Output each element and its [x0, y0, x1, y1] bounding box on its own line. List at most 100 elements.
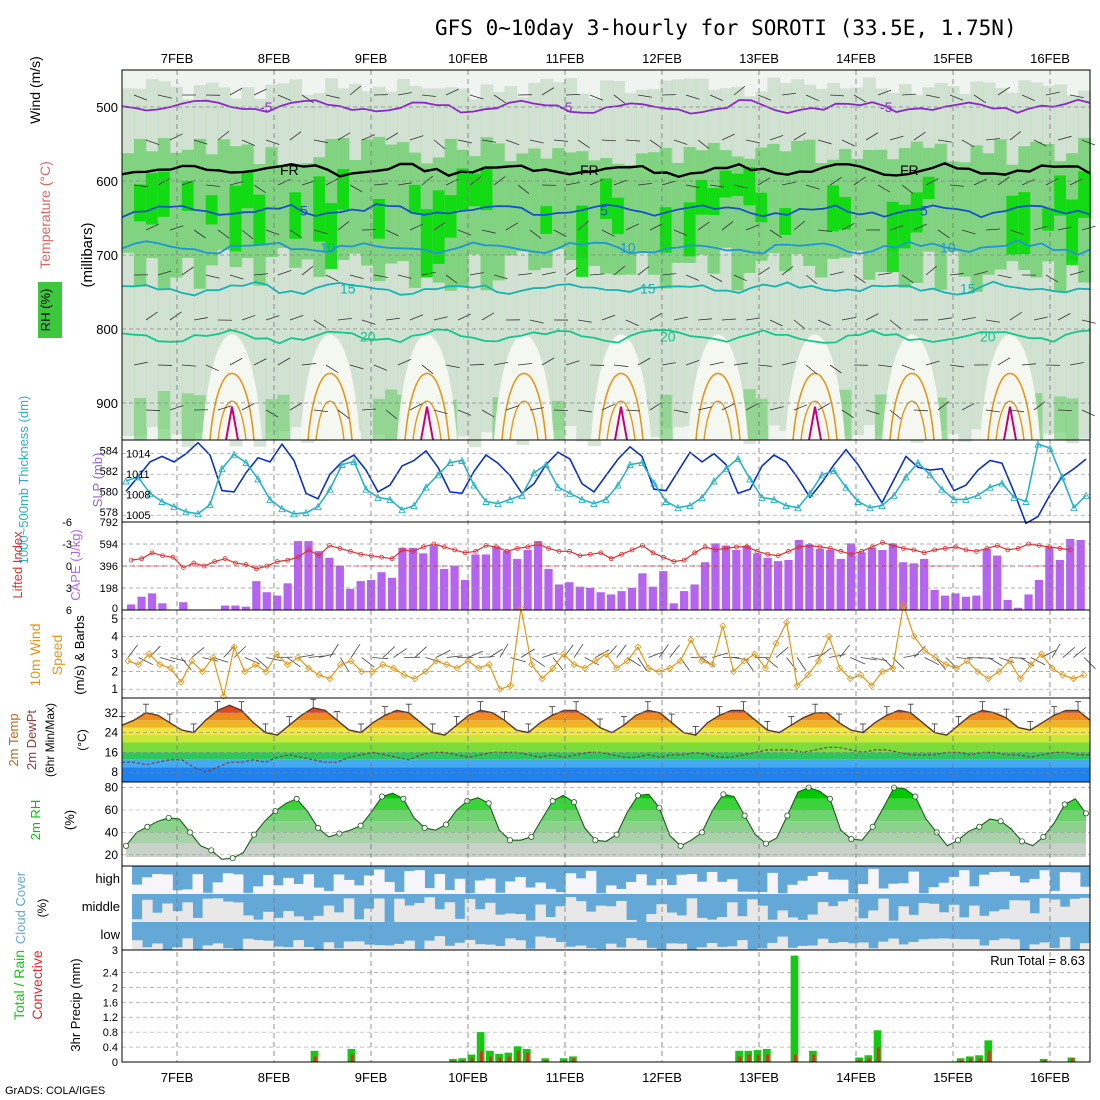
wind-barb — [553, 409, 569, 411]
rh-band-dark — [1054, 175, 1068, 216]
wind-barb-10m — [1073, 647, 1087, 658]
cloud-cell — [333, 874, 345, 894]
rh-marker — [997, 818, 1004, 825]
wind-barb — [1045, 91, 1060, 96]
wind-barb-10m — [127, 644, 138, 658]
cloud-cell — [605, 943, 617, 950]
date-label-bottom-8FEB: 8FEB — [258, 1070, 291, 1085]
lifted-index-marker — [587, 551, 593, 557]
wind-speed-marker — [974, 668, 982, 676]
cloud-cell — [989, 940, 1000, 950]
thickness-marker — [890, 491, 898, 499]
wind-barb — [1081, 225, 1096, 231]
wind-barb — [313, 319, 327, 328]
precip-total-bar — [476, 1032, 485, 1062]
wind-barb — [457, 313, 471, 321]
isotherm-35-4 — [614, 406, 628, 441]
wind-barb — [337, 409, 350, 419]
cloud-cell — [666, 912, 678, 922]
wind-barb — [889, 409, 902, 420]
cloud-cell — [827, 906, 839, 922]
cape-bar — [899, 562, 908, 610]
cloud-cell — [1039, 898, 1051, 922]
thickness-marker — [878, 501, 886, 510]
wind-barb — [265, 229, 280, 236]
lifted-index-marker — [212, 559, 218, 564]
dry-plume-5 — [688, 334, 748, 440]
precip-tick-1.6: 1.6 — [103, 997, 118, 1009]
isotherm-label-FR: FR — [900, 162, 919, 178]
rh-marker — [357, 822, 364, 829]
wind-barb — [865, 409, 880, 415]
cloud-cell — [797, 880, 809, 894]
cape-bar — [1034, 580, 1044, 610]
cloud-cell — [1019, 882, 1030, 894]
pressure-tick-800: 800 — [96, 322, 118, 337]
precip-legend-conv: Convective — [29, 950, 45, 1019]
cloud-cell — [333, 912, 345, 922]
cloud-cell — [444, 889, 456, 894]
wind-barb — [421, 364, 434, 374]
cloud-cell — [827, 879, 839, 894]
thickness-marker — [410, 501, 418, 510]
wind-speed-marker — [305, 664, 313, 672]
cloud-cell — [616, 900, 627, 922]
cloud-cell — [1049, 899, 1061, 922]
cloud-cell — [293, 940, 304, 950]
wind-speed-marker — [496, 685, 504, 693]
wind-speed-marker — [751, 650, 759, 658]
cloud-cell — [999, 909, 1010, 922]
cloud-layer-label-high: high — [95, 871, 120, 886]
wind-barb — [433, 139, 446, 150]
cape-bar — [346, 588, 355, 610]
lifted-index-marker — [379, 554, 385, 560]
wind-barb — [1057, 409, 1073, 411]
cloud-cell — [384, 881, 395, 894]
cloud-cell — [474, 880, 486, 894]
dry-plume-6 — [785, 334, 845, 440]
cape-bar — [513, 558, 522, 610]
cape-bar — [377, 572, 386, 610]
rh-marker — [677, 842, 684, 849]
wind-barb — [697, 139, 710, 149]
lifted-index-tick-6: 6 — [66, 605, 72, 617]
precip-conv-bar — [960, 1060, 963, 1062]
cloud-cell — [676, 915, 688, 922]
cloud-cell — [928, 887, 940, 894]
wind-barb — [505, 222, 519, 231]
rh-band-mid — [408, 152, 422, 288]
temp-tick-8: 8 — [111, 765, 118, 779]
cloud-cell — [1009, 900, 1020, 922]
wind-barb — [889, 319, 902, 330]
thickness-marker — [350, 457, 358, 465]
cape-bar — [231, 605, 240, 610]
wind-barb — [781, 181, 796, 186]
wind-speed-marker — [708, 660, 716, 669]
cape-bar — [951, 593, 960, 610]
rh-band-dark — [408, 184, 422, 214]
wind-barb — [493, 361, 508, 366]
isotherm-label-15: 15 — [340, 280, 356, 296]
cloud-cell — [152, 874, 163, 894]
cape-bar — [857, 552, 866, 610]
lifted-index-marker — [953, 544, 958, 550]
rh-ylabel-2: (%) — [62, 810, 77, 830]
wind-barb — [301, 363, 316, 366]
wind-speed-marker — [166, 664, 175, 672]
upper-air-ylabel: (millibars) — [79, 223, 96, 288]
wind-barb — [745, 317, 760, 321]
rh-tick-20: 20 — [105, 848, 119, 862]
cloud-cell — [1049, 890, 1061, 894]
wind-barb — [673, 316, 688, 321]
wind-speed-marker — [846, 675, 854, 683]
rh-marker — [528, 833, 535, 840]
precip-conv-bar — [516, 1050, 520, 1062]
cloud-cell — [847, 943, 859, 950]
cape-bar — [680, 591, 689, 610]
wind-speed-marker — [538, 675, 546, 683]
rh-legend-swatch — [38, 282, 62, 338]
date-label-bottom-12FEB: 12FEB — [642, 1070, 682, 1085]
cape-bar — [419, 553, 428, 610]
rh-marker — [976, 823, 983, 830]
temp-tick-24: 24 — [105, 726, 119, 740]
